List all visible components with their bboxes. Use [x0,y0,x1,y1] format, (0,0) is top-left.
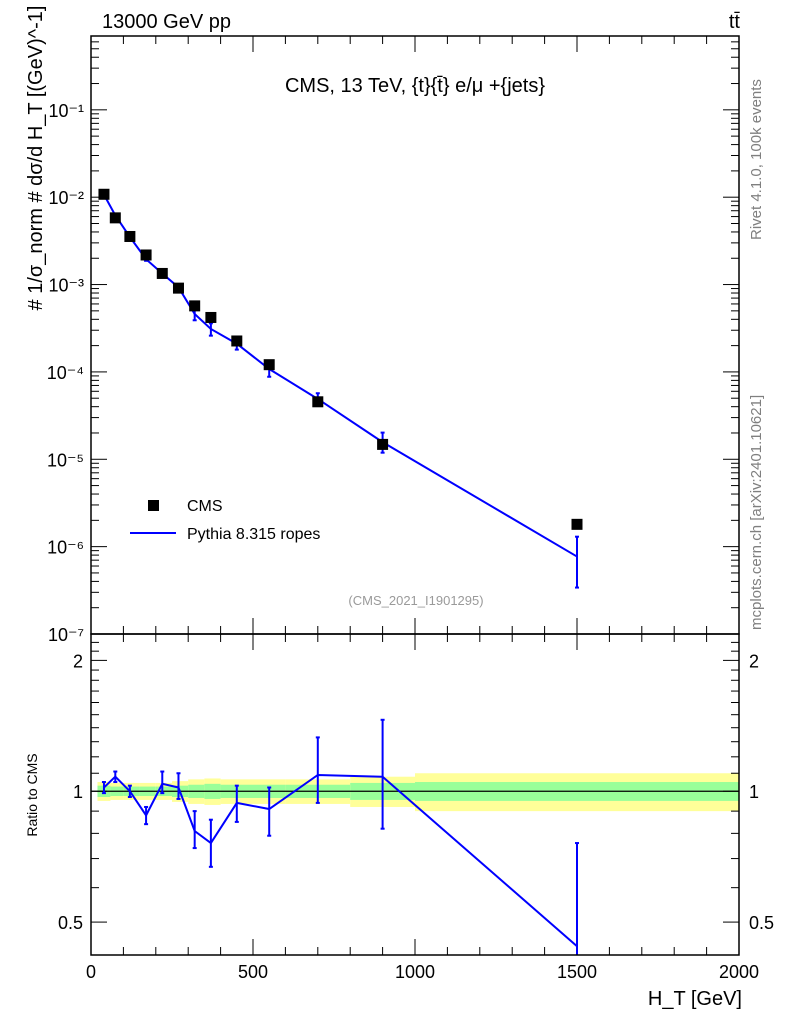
main-frame [90,35,740,635]
side-version: Rivet 4.1.0, 100k events [748,79,765,240]
watermark: (CMS_2021_I1901295) [348,593,483,608]
main-y-tick-label: 10⁻⁴ [47,363,84,383]
cms-data-point [124,230,136,242]
main-y-tick-label: 10⁻² [48,188,84,208]
main-y-tick-label: 10⁻⁷ [48,625,84,645]
main-y-tick-label: 10⁻⁶ [47,538,84,558]
ratio-y-tick-label-right: 1 [749,782,759,802]
cms-data-point [172,282,184,294]
legend-pythia-label: Pythia 8.315 ropes [187,526,320,543]
x-tick-label: 1000 [395,962,435,982]
legend-cms-label: CMS [187,498,223,515]
ratio-y-tick-label: 1 [73,782,83,802]
main-y-tick-label: 10⁻³ [48,276,84,296]
cms-data-point [231,335,243,347]
cms-data-point [205,311,217,323]
x-axis-label: H_T [GeV] [648,988,742,1010]
x-tick-label: 2000 [719,962,759,982]
ratio-y-tick-label-right: 0.5 [749,913,774,933]
ratio-y-tick-label: 2 [73,651,83,671]
ratio-ylabel-text: Ratio to CMS [24,753,40,836]
main-y-tick-label: 10⁻¹ [48,101,84,121]
x-tick-label: 0 [86,962,96,982]
cms-data-point [571,518,583,530]
cms-data-point [98,188,110,200]
x-tick-label: 500 [238,962,268,982]
cms-data-point [156,267,168,279]
cms-data-point [189,300,201,312]
legend-cms-marker [148,500,159,511]
legend: CMS Pythia 8.315 ropes [130,498,320,543]
main-axis-ticks: 10⁻⁷ 10⁻⁶ 10⁻⁵ 10⁻⁴ 10⁻³ 10⁻² 10⁻¹ [47,36,740,645]
main-panel: 10⁻⁷ 10⁻⁶ 10⁻⁵ 10⁻⁴ 10⁻³ 10⁻² 10⁻¹ CMS, 13 TeV… [25,6,740,645]
cms-data-point [263,359,275,371]
uncertainty-band [97,773,739,812]
cms-data-point [109,212,121,224]
mc-line [103,194,578,558]
main-ylabel-text: # 1/σ_norm # dσ/d H_T [(GeV)^-1] [25,6,47,311]
main-title: CMS, 13 TeV, {t}{t̄} e/μ +{jets} [285,75,545,97]
ratio-ylabel: Ratio to CMS [24,753,40,836]
side-version-text: Rivet 4.1.0, 100k events [748,79,765,240]
ratio-y-tick-label-right: 2 [749,651,759,671]
ratio-axis-ticks: 0 500 1000 1500 2000 0.5 0.5 1 1 2 2 [58,634,774,982]
cms-data-point [140,249,152,261]
ratio-frame [90,633,740,956]
main-ylabel: # 1/σ_norm # dσ/d H_T [(GeV)^-1] [25,6,47,311]
main-data-layer [98,188,583,589]
ratio-data-layer [101,718,579,955]
main-y-tick-label: 10⁻⁵ [47,450,84,470]
cms-data-point [312,396,324,408]
side-source-text: mcplots.cern.ch [arXiv:2401.10621] [748,395,765,630]
side-source: mcplots.cern.ch [arXiv:2401.10621] [748,395,765,630]
header-right: tt̄ [729,11,741,33]
cms-data-point [377,438,389,450]
x-tick-label: 1500 [557,962,597,982]
ratio-y-tick-label: 0.5 [58,913,83,933]
header-left: 13000 GeV pp [102,11,231,33]
